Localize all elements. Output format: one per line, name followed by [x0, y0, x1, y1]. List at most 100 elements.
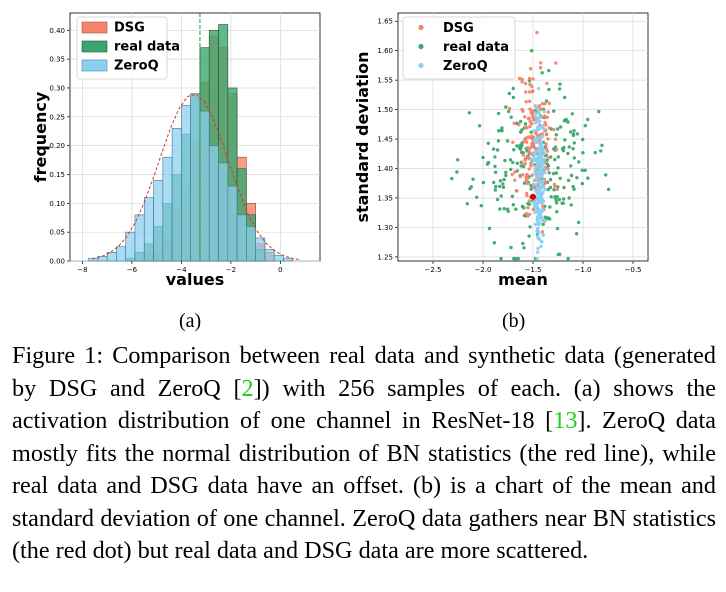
scatter-point-zeroq — [535, 137, 539, 141]
x-tick-label-a: −8 — [77, 266, 87, 274]
scatter-point-dsg — [545, 149, 550, 153]
scatter-point-zeroq — [534, 111, 538, 115]
legend-label-real-data: real data — [114, 40, 180, 55]
scatter-point-dsg — [528, 99, 532, 104]
scatter-point-real-data — [509, 167, 513, 172]
x-tick-label-b: −2.5 — [425, 266, 442, 274]
scatter-point-real-data — [507, 91, 512, 96]
scatter-point-real-data — [495, 148, 500, 152]
scatter-point-dsg — [543, 102, 547, 106]
scatter-point-real-data — [510, 194, 515, 198]
y-tick-label-b: 1.45 — [377, 136, 393, 144]
scatter-point-real-data — [586, 117, 590, 122]
scatter-point-real-data — [515, 144, 519, 148]
scatter-point-dsg — [527, 90, 532, 94]
citation-link-13[interactable]: 13 — [553, 407, 578, 434]
scatter-point-real-data — [563, 138, 567, 142]
x-tick-label-a: −4 — [176, 266, 187, 274]
scatter-point-real-data — [575, 132, 580, 136]
scatter-point-real-data — [599, 149, 603, 153]
scatter-point-zeroq — [531, 182, 536, 186]
scatter-point-real-data — [555, 226, 560, 231]
scatter-point-dsg — [530, 134, 534, 138]
scatter-point-dsg — [544, 132, 549, 136]
scatter-point-dsg — [540, 102, 545, 106]
scatter-point-zeroq — [537, 110, 541, 114]
scatter-point-real-data — [465, 202, 469, 206]
scatter-point-real-data — [546, 187, 550, 192]
scatter-point-dsg — [525, 181, 530, 186]
scatter-point-dsg — [529, 161, 533, 166]
scatter-point-real-data — [498, 184, 502, 189]
histogram-bar-zeroq — [273, 254, 284, 262]
scatter-point-real-data — [556, 166, 560, 170]
scatter-point-zeroq — [540, 180, 544, 185]
scatter-point-real-data — [561, 149, 566, 153]
scatter-point-zeroq — [533, 128, 537, 133]
x-axis-label-b: mean — [498, 270, 548, 289]
y-tick-label-a: 0.40 — [49, 27, 65, 35]
scatter-point-real-data — [581, 137, 585, 142]
histogram-chart: −8 −6 −4 −2 0 0.00 0.05 0.10 0.15 0.20 0.25 0.30 0.3… — [31, 12, 321, 289]
scatter-point-zeroq — [542, 109, 546, 114]
scatter-point-dsg — [525, 126, 529, 130]
scatter-point-zeroq — [533, 205, 538, 209]
histogram-bar-zeroq — [255, 237, 266, 262]
y-tick-label-b: 1.60 — [377, 47, 393, 55]
scatter-point-dsg — [518, 175, 522, 179]
y-tick-label-b: 1.30 — [377, 224, 393, 232]
scatter-point-zeroq — [543, 187, 547, 192]
scatter-point-real-data — [511, 203, 515, 207]
x-tick-label-a: −2 — [226, 266, 236, 274]
scatter-point-real-data — [556, 155, 560, 159]
scatter-point-dsg — [540, 230, 545, 234]
legend-label-zeroq-b: ZeroQ — [443, 59, 488, 74]
scatter-point-dsg — [543, 120, 547, 125]
histogram-bar-zeroq — [171, 128, 182, 262]
scatter-point-zeroq — [537, 149, 541, 153]
scatter-point-real-data — [495, 197, 500, 202]
scatter-point-zeroq — [539, 244, 543, 249]
scatter-point-real-data — [562, 185, 566, 190]
scatter-point-real-data — [511, 160, 515, 165]
scatter-point-real-data — [456, 158, 460, 162]
scatter-point-real-data — [547, 68, 551, 73]
scatter-point-real-data — [501, 185, 506, 189]
scatter-point-dsg — [531, 207, 535, 212]
scatter-point-real-data — [558, 82, 562, 86]
scatter-point-real-data — [501, 182, 505, 186]
scatter-point-real-data — [493, 170, 498, 174]
y-tick-label-a: 0.20 — [49, 142, 65, 150]
scatter-point-real-data — [521, 241, 525, 246]
scatter-chart: −2.5 −2.0 −1.5 −1.0 −0.5 1.25 1.30 1.35 1.40 1.45… — [355, 12, 649, 289]
scatter-point-real-data — [519, 130, 523, 134]
scatter-point-zeroq — [529, 158, 533, 162]
scatter-point-real-data — [504, 170, 508, 175]
scatter-point-zeroq — [540, 158, 545, 162]
scatter-point-real-data — [496, 139, 501, 143]
citation-link-2[interactable]: 2 — [241, 374, 254, 402]
scatter-point-real-data — [526, 202, 530, 206]
scatter-point-real-data — [500, 126, 504, 130]
scatter-point-real-data — [569, 173, 574, 178]
scatter-point-zeroq — [540, 215, 544, 219]
scatter-point-dsg — [531, 89, 535, 93]
scatter-point-dsg — [546, 167, 550, 171]
scatter-point-dsg — [554, 147, 559, 152]
caption-text-2: ]) with 256 samples of each. (a) shows t… — [12, 374, 716, 435]
scatter-point-real-data — [552, 188, 556, 192]
y-tick-label-b: 1.65 — [377, 18, 393, 26]
legend-label-dsg: DSG — [114, 21, 145, 36]
scatter-point-real-data — [604, 173, 608, 177]
scatter-point-real-data — [514, 256, 518, 261]
scatter-point-zeroq — [542, 185, 546, 189]
scatter-point-zeroq — [535, 226, 540, 230]
scatter-point-dsg — [531, 117, 536, 122]
histogram-bar-zeroq — [283, 257, 294, 262]
y-tick-label-b: 1.40 — [377, 165, 393, 173]
scatter-point-dsg — [523, 115, 527, 119]
scatter-point-zeroq — [534, 104, 538, 109]
scatter-point-real-data — [503, 158, 507, 163]
scatter-point-real-data — [491, 147, 496, 151]
scatter-point-zeroq — [536, 246, 540, 251]
